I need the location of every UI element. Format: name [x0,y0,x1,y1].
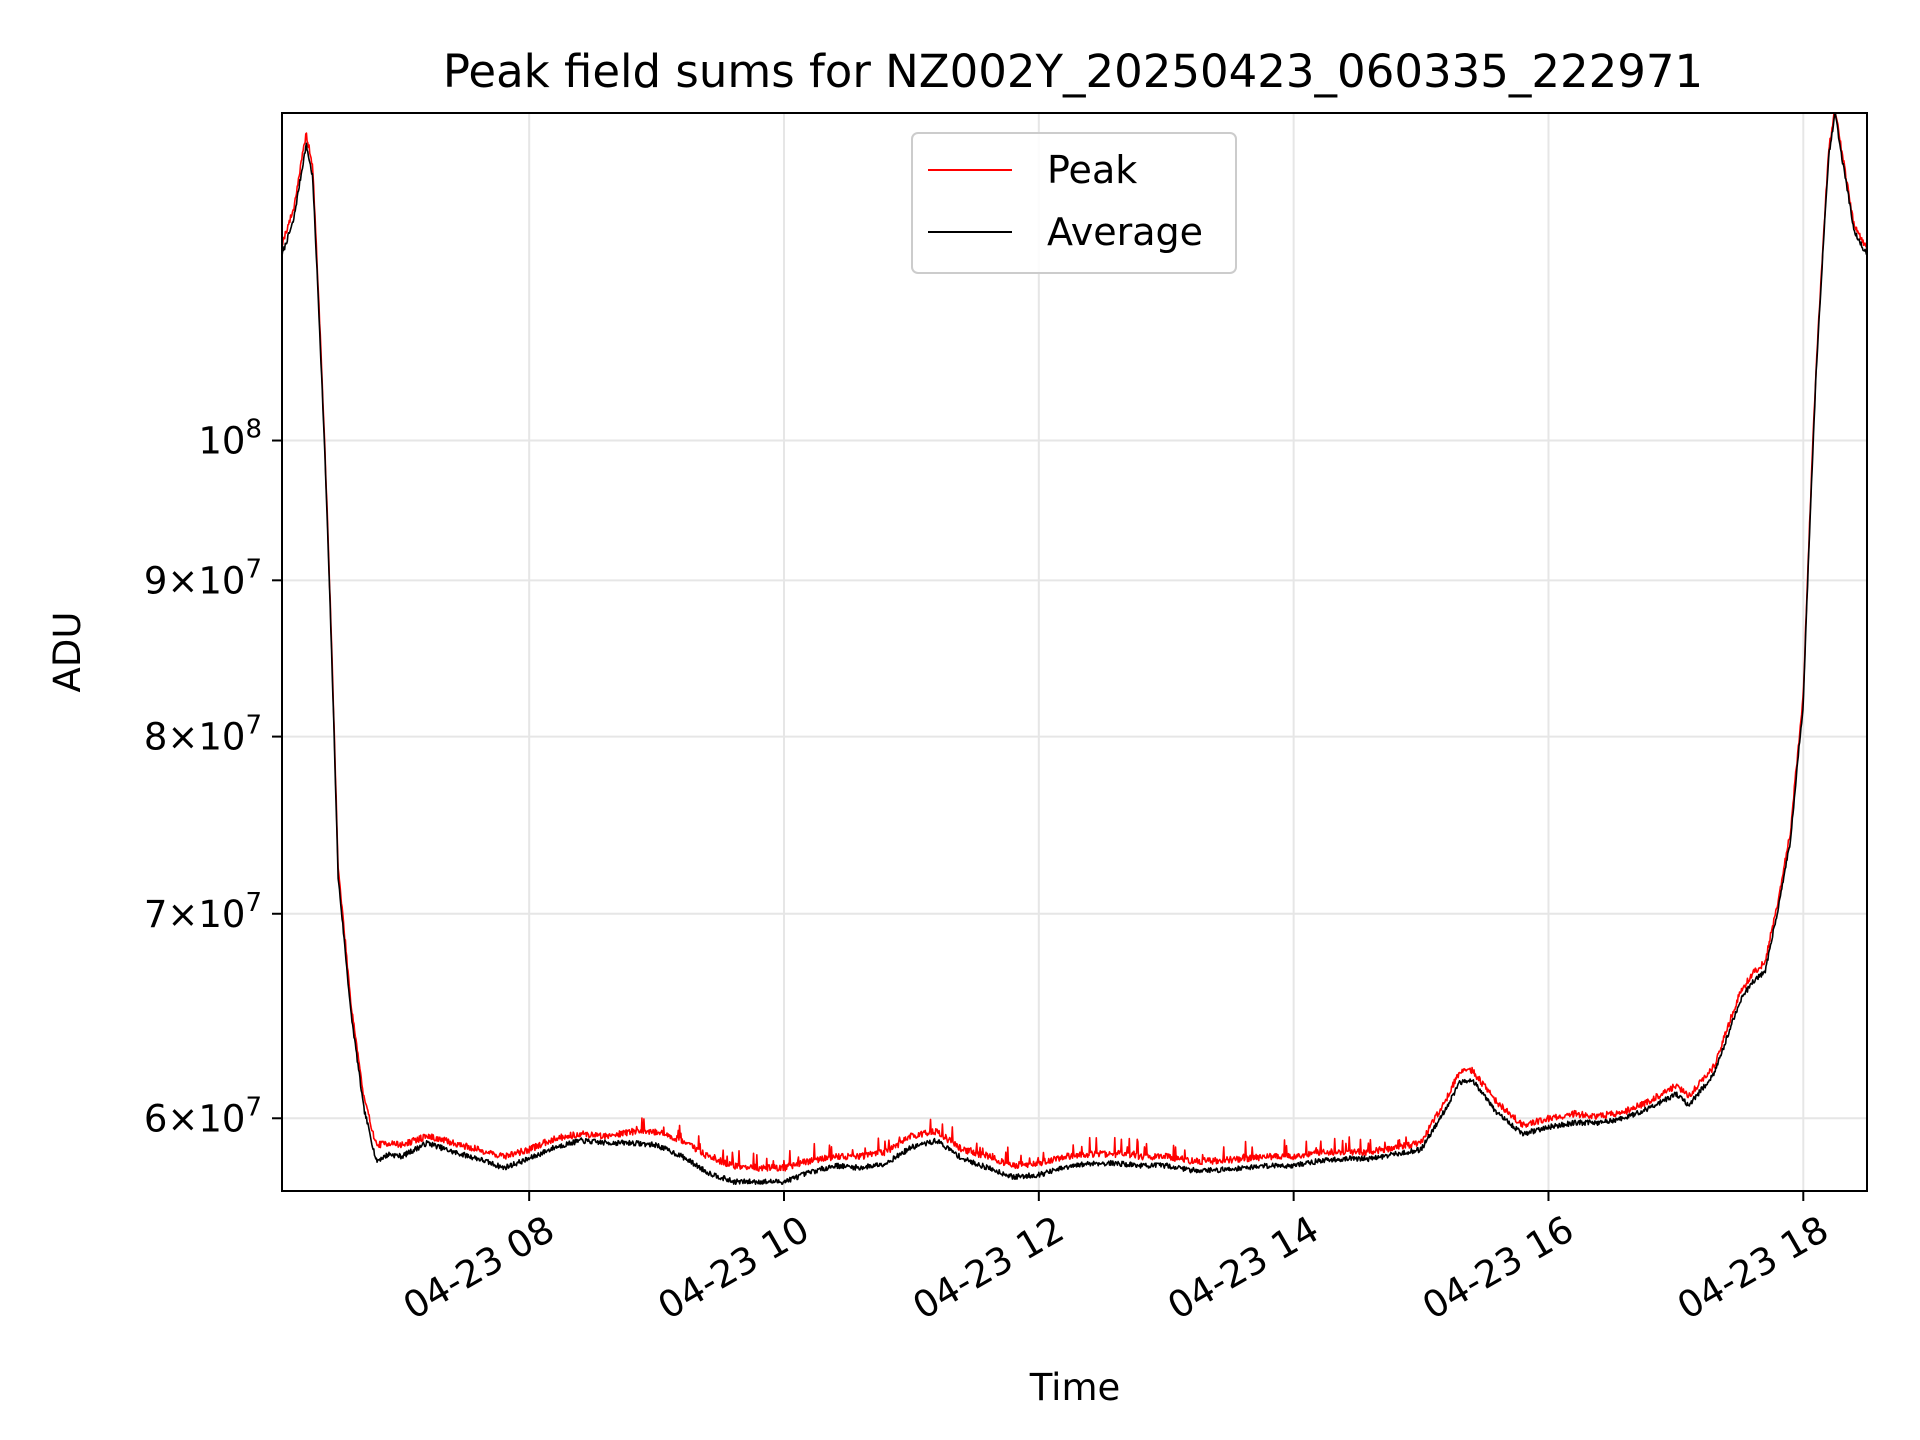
grid [282,113,1867,1191]
series-peak-line [281,112,1868,1172]
y-tick-label: 8×107 [144,711,262,759]
legend-box [911,132,1237,274]
series-lines [281,112,1868,1186]
y-axis-ticks: 6×107 7×107 8×107 9×107 108 [144,415,282,1140]
y-tick-label: 6×107 [144,1092,262,1140]
x-axis-label: Time [1029,1366,1121,1409]
plot-frame [281,112,1868,1192]
legend: Peak Average [911,132,1237,274]
y-tick-label: 108 [198,415,262,463]
legend-peak-label: Peak [1047,148,1137,192]
chart-title: Peak field sums for NZ002Y_20250423_0603… [443,45,1703,98]
y-tick-label: 9×107 [144,554,262,602]
y-tick-label: 7×107 [144,888,262,936]
legend-average-label: Average [1047,210,1203,254]
y-axis-label: ADU [46,612,89,693]
series-average-line [281,112,1868,1186]
